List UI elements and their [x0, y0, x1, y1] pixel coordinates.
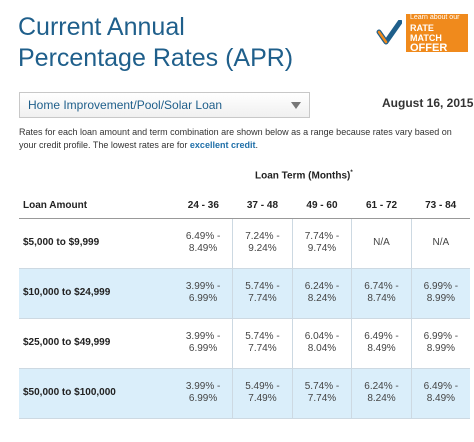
rate-low: 5.49% - — [245, 381, 280, 392]
rate-cell: 6.24% -8.24% — [292, 268, 353, 319]
rate-cell: 7.74% -9.74% — [292, 218, 353, 269]
loan-amount-cell: $10,000 to $24,999 — [19, 268, 174, 319]
table-header-row: Loan Amount 24 - 36 37 - 48 49 - 60 61 -… — [19, 194, 470, 219]
rate-low: 3.99% - — [185, 281, 221, 292]
table-row: $50,000 to $100,000 3.99% -6.99% 5.49% -7.… — [19, 368, 470, 419]
rate-low: 6.24% - — [364, 381, 399, 392]
term-column-header: 24 - 36 — [174, 194, 233, 219]
badge-line1: Learn about our — [410, 14, 460, 21]
rate-low: 5.74% - — [304, 381, 340, 392]
rate-low: 5.74% - — [245, 331, 280, 342]
description-end: . — [255, 140, 258, 150]
rate-cell: 6.04% -8.04% — [292, 318, 353, 369]
rate-cell: 6.49% -8.49% — [351, 318, 412, 369]
triangle-down-icon — [291, 102, 301, 109]
rate-high: 7.49% — [248, 393, 277, 404]
rate-low: 3.99% - — [185, 381, 221, 392]
rate-cell: 6.99% -8.99% — [411, 318, 470, 369]
rate-cell: 3.99% -6.99% — [174, 268, 234, 319]
rate-cell: 6.74% -8.74% — [351, 268, 412, 319]
loan-amount-cell: $5,000 to $9,999 — [19, 218, 174, 269]
rate-low: 6.49% - — [364, 331, 399, 342]
rate-high: 9.74% — [307, 243, 337, 254]
rate-high: 8.04% — [307, 343, 337, 354]
rate-cell: 3.99% -6.99% — [174, 368, 234, 419]
checkmark-icon — [372, 14, 406, 52]
rate-high: 7.74% — [248, 343, 277, 354]
rate-cell: 5.74% -7.74% — [232, 318, 293, 369]
rate-cell: 6.49% -8.49% — [174, 218, 234, 269]
loan-type-select[interactable]: Home Improvement/Pool/Solar Loan — [19, 92, 310, 118]
badge-line2: RATE MATCH — [410, 23, 442, 43]
rate-cell: N/A — [411, 218, 470, 269]
description-text: Rates for each loan amount and term comb… — [19, 127, 452, 150]
rate-high: 6.99% — [188, 343, 218, 354]
rate-cell: 5.74% -7.74% — [292, 368, 353, 419]
badge-line3: OFFER — [410, 42, 448, 54]
table-row: $25,000 to $49,999 3.99% -6.99% 5.74% -7.7… — [19, 318, 470, 369]
rate-cell: 3.99% -6.99% — [174, 318, 234, 369]
rate-low: 7.74% - — [304, 231, 340, 242]
page-title-line2: Percentage Rates (APR) — [18, 44, 294, 72]
rate-low: 3.99% - — [185, 331, 221, 342]
rate-cell: N/A — [351, 218, 412, 269]
excellent-credit-link[interactable]: excellent credit — [189, 140, 256, 150]
rate-high: 8.99% — [426, 343, 456, 354]
page-title-line1: Current Annual — [18, 13, 185, 41]
rate-low: 6.99% - — [423, 281, 459, 292]
rate-high: 8.49% — [367, 343, 396, 354]
rate-low: 6.24% - — [304, 281, 340, 292]
loan-term-header-label: Loan Term (Months) — [255, 170, 351, 182]
rate-low: N/A — [432, 237, 450, 248]
loan-type-value: Home Improvement/Pool/Solar Loan — [28, 98, 223, 112]
rate-cell: 5.49% -7.49% — [232, 368, 293, 419]
badge-text: Learn about our RATE MATCH OFFER — [406, 13, 468, 54]
apr-rates-table: Loan Amount 24 - 36 37 - 48 49 - 60 61 -… — [19, 194, 470, 419]
rate-low: 5.74% - — [245, 281, 280, 292]
term-column-header: 73 - 84 — [411, 194, 470, 219]
rates-description: Rates for each loan amount and term comb… — [19, 126, 469, 152]
rate-high: 8.49% — [426, 393, 456, 404]
loan-term-footnote-marker: * — [350, 170, 353, 176]
rate-cell: 5.74% -7.74% — [232, 268, 293, 319]
rate-high: 8.49% — [188, 243, 218, 254]
rate-low: 6.74% - — [364, 281, 399, 292]
rate-cell: 6.49% -8.49% — [411, 368, 470, 419]
rate-cell: 6.24% -8.24% — [351, 368, 412, 419]
rate-high: 8.24% — [367, 393, 396, 404]
loan-term-header: Loan Term (Months)* — [255, 170, 353, 181]
table-row: $10,000 to $24,999 3.99% -6.99% 5.74% -7.7… — [19, 268, 470, 319]
loan-amount-header: Loan Amount — [19, 194, 174, 219]
table-row: $5,000 to $9,999 6.49% -8.49% 7.24% -9.24%… — [19, 218, 470, 269]
rate-high: 8.99% — [426, 293, 456, 304]
rate-cell: 7.24% -9.24% — [232, 218, 293, 269]
rate-high: 7.74% — [307, 393, 337, 404]
rate-high: 8.24% — [307, 293, 337, 304]
rate-low: 7.24% - — [245, 231, 280, 242]
rates-date: August 16, 2015 — [382, 96, 474, 110]
rate-cell: 6.99% -8.99% — [411, 268, 470, 319]
page-title: Current Annual Percentage Rates (APR) — [18, 12, 348, 74]
rate-low: N/A — [373, 237, 390, 248]
rate-high: 6.99% — [188, 393, 218, 404]
loan-amount-cell: $50,000 to $100,000 — [19, 368, 174, 419]
term-column-header: 37 - 48 — [232, 194, 293, 219]
rate-match-offer-badge[interactable]: Learn about our RATE MATCH OFFER — [372, 13, 468, 54]
term-column-header: 49 - 60 — [292, 194, 352, 219]
rate-high: 8.74% — [367, 293, 396, 304]
rate-high: 6.99% — [188, 293, 218, 304]
loan-amount-cell: $25,000 to $49,999 — [19, 318, 174, 369]
rate-low: 6.49% - — [423, 381, 459, 392]
term-column-header: 61 - 72 — [351, 194, 412, 219]
rate-low: 6.04% - — [304, 331, 340, 342]
rate-high: 9.24% — [248, 243, 277, 254]
rate-low: 6.99% - — [423, 331, 459, 342]
rate-low: 6.49% - — [185, 231, 221, 242]
rate-high: 7.74% — [248, 293, 277, 304]
